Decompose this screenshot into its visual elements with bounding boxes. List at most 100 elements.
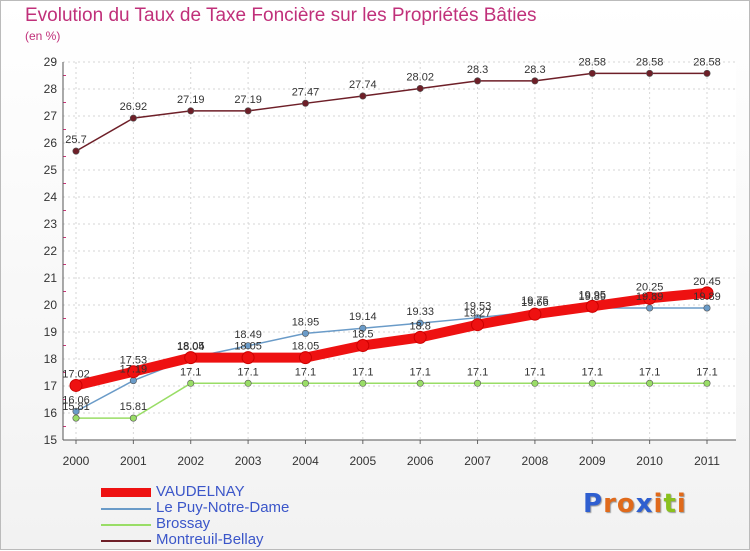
data-point-vaudelnay [471, 318, 485, 332]
data-point-brossay [703, 379, 711, 387]
data-point-brossay [72, 414, 80, 422]
data-label-le-puy-notre-dame: 19.75 [521, 295, 549, 307]
data-label-vaudelnay: 18.05 [292, 341, 320, 353]
data-label-brossay: 17.1 [696, 366, 717, 378]
data-point-vaudelnay [126, 365, 140, 379]
legend-swatch [101, 524, 151, 526]
y-tick-label: 24 [44, 190, 58, 204]
data-point-vaudelnay [184, 351, 198, 365]
data-point-brossay [244, 379, 252, 387]
legend-label: VAUDELNAY [156, 483, 245, 500]
data-label-le-puy-notre-dame: 18.95 [292, 316, 320, 328]
data-point-vaudelnay [356, 339, 370, 352]
data-point-montreuil-bellay [129, 114, 137, 122]
legend-label: Montreuil-Bellay [156, 531, 264, 548]
y-tick-label: 25 [44, 163, 58, 177]
data-label-montreuil-bellay: 27.19 [234, 94, 262, 106]
data-label-montreuil-bellay: 26.92 [120, 101, 148, 113]
y-tick-label: 28 [44, 82, 58, 96]
data-label-montreuil-bellay: 27.19 [177, 94, 205, 106]
data-label-montreuil-bellay: 28.3 [524, 64, 545, 76]
logo-letter: i [653, 489, 664, 519]
data-point-le-puy-notre-dame [416, 319, 424, 327]
data-label-le-puy-notre-dame: 19.33 [406, 306, 434, 318]
data-label-montreuil-bellay: 28.3 [467, 64, 488, 76]
data-label-le-puy-notre-dame: 19.89 [693, 291, 721, 303]
data-label-brossay: 17.1 [180, 366, 201, 378]
data-label-vaudelnay: 19.66 [521, 297, 549, 309]
logo-letter: t [663, 489, 677, 519]
x-tick-label: 2001 [120, 454, 147, 468]
data-point-brossay [129, 414, 137, 422]
data-label-montreuil-bellay: 25.7 [65, 134, 86, 146]
legend-label: Brossay [156, 515, 211, 532]
logo-letter: P [583, 489, 604, 519]
data-label-montreuil-bellay: 27.74 [349, 79, 377, 91]
data-point-vaudelnay [528, 307, 542, 321]
data-point-vaudelnay [413, 330, 427, 344]
data-label-le-puy-notre-dame: 16.06 [62, 394, 90, 406]
data-point-le-puy-notre-dame [72, 407, 80, 415]
data-point-montreuil-bellay [416, 84, 424, 92]
x-tick-label: 2000 [63, 454, 90, 468]
legend-swatch [101, 508, 151, 510]
data-point-vaudelnay [241, 351, 255, 365]
data-label-montreuil-bellay: 27.47 [292, 86, 320, 98]
data-label-brossay: 17.1 [524, 366, 545, 378]
x-tick-label: 2003 [235, 454, 262, 468]
series-line-brossay [75, 382, 708, 419]
data-point-vaudelnay [69, 378, 83, 392]
data-point-le-puy-notre-dame [244, 342, 252, 350]
data-label-brossay: 17.1 [295, 366, 316, 378]
y-axis-unit-label: (en %) [25, 29, 61, 43]
data-point-vaudelnay [298, 351, 312, 365]
data-point-montreuil-bellay [646, 69, 654, 77]
logo-letter: r [603, 489, 617, 519]
x-tick-label: 2010 [636, 454, 663, 468]
x-tick-label: 2008 [522, 454, 549, 468]
data-label-vaudelnay: 20.45 [693, 276, 721, 288]
data-label-vaudelnay: 17.02 [62, 368, 90, 380]
y-tick-label: 27 [44, 109, 58, 123]
chart-title: Evolution du Taux de Taxe Foncière sur l… [25, 5, 537, 26]
data-label-vaudelnay: 18.5 [352, 329, 373, 341]
y-tick-label: 26 [44, 136, 58, 150]
data-point-montreuil-bellay [359, 92, 367, 100]
x-tick-label: 2007 [464, 454, 491, 468]
data-point-le-puy-notre-dame [301, 329, 309, 337]
data-point-montreuil-bellay [703, 69, 711, 77]
data-point-le-puy-notre-dame [703, 304, 711, 312]
data-label-brossay: 17.1 [409, 366, 430, 378]
data-point-brossay [531, 379, 539, 387]
data-label-vaudelnay: 17.53 [120, 355, 148, 367]
data-point-le-puy-notre-dame [359, 324, 367, 332]
proxiti-logo: Proxiti [583, 489, 687, 519]
data-point-brossay [301, 379, 309, 387]
data-point-vaudelnay [700, 286, 714, 300]
data-label-vaudelnay: 18.05 [234, 341, 262, 353]
data-point-montreuil-bellay [301, 99, 309, 107]
data-label-brossay: 17.1 [467, 366, 488, 378]
data-point-montreuil-bellay [187, 107, 195, 115]
data-label-vaudelnay: 20.25 [636, 281, 664, 293]
data-label-brossay: 15.81 [120, 401, 148, 413]
x-tick-label: 2009 [579, 454, 606, 468]
data-point-brossay [474, 379, 482, 387]
data-label-montreuil-bellay: 28.58 [693, 56, 721, 68]
y-tick-label: 17 [44, 379, 58, 393]
data-point-brossay [416, 379, 424, 387]
y-tick-label: 16 [44, 406, 58, 420]
data-label-brossay: 17.1 [237, 366, 258, 378]
data-point-montreuil-bellay [72, 147, 80, 155]
data-label-le-puy-notre-dame: 18.04 [177, 341, 205, 353]
y-tick-label: 15 [44, 433, 58, 447]
y-tick-label: 18 [44, 352, 58, 366]
data-label-le-puy-notre-dame: 17.19 [120, 364, 148, 376]
data-label-montreuil-bellay: 28.02 [406, 71, 434, 83]
data-point-montreuil-bellay [474, 77, 482, 85]
data-point-le-puy-notre-dame [646, 304, 654, 312]
data-label-brossay: 17.1 [639, 366, 660, 378]
x-tick-label: 2002 [177, 454, 204, 468]
data-label-vaudelnay: 18.8 [409, 320, 430, 332]
logo-letter: o [616, 489, 636, 519]
